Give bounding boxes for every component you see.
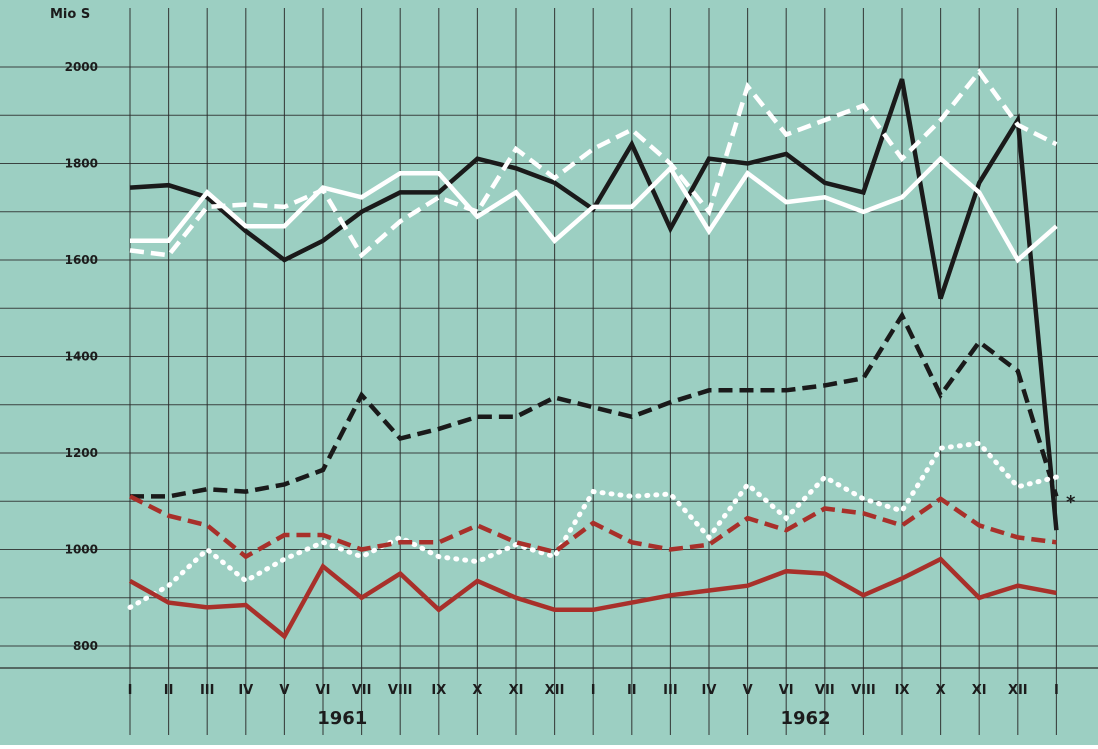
series-line [127,440,1059,610]
grid [0,8,1098,735]
x-tick-label: I [1054,683,1059,698]
x-tick-label: I [128,683,133,698]
x-tick-label: IV [238,683,253,698]
series-line [128,556,1057,640]
x-tick-label: XI [972,683,987,698]
y-axis-label: Mio S [50,7,90,22]
x-tick-label: IX [895,683,910,698]
y-tick-label: 1800 [65,157,98,171]
series-line [129,68,1058,259]
x-tick-label: V [743,683,753,698]
footnote-marker: * [1066,492,1076,513]
y-tick-label: 1200 [65,446,98,460]
x-tick-label: X [472,683,482,698]
year-label: 1961 [317,708,367,729]
series-line [128,494,1057,560]
x-tick-label: IV [702,683,717,698]
y-axis-ticks: 800 1000 1200 1400 1600 1800 2000 [65,60,98,653]
x-tick-label: XII [1008,683,1028,698]
y-tick-label: 2000 [65,60,98,74]
x-tick-label: III [200,683,215,698]
series-line [130,155,1058,264]
x-tick-label: VI [779,683,794,698]
x-tick-label: XII [545,683,565,698]
series-group [127,68,1059,640]
x-axis-ticks: I II III IV V VI VII VIII IX X XI XII I II III IV V VI VII… [128,683,1059,698]
y-tick-label: 1400 [65,350,98,364]
x-tick-label: XI [509,683,524,698]
x-tick-label: VIII [851,683,876,698]
y-tick-label: 1600 [65,253,98,267]
x-tick-label: IX [431,683,446,698]
year-labels: 1961 1962 [317,708,830,729]
x-tick-label: VIII [388,683,413,698]
series-line [130,310,1059,499]
x-tick-label: I [591,683,596,698]
x-tick-label: V [279,683,289,698]
year-label: 1962 [780,708,830,729]
x-tick-label: III [663,683,678,698]
x-tick-label: VII [352,683,372,698]
x-tick-label: X [936,683,946,698]
x-tick-label: VII [815,683,835,698]
x-tick-label: II [164,683,174,698]
x-tick-label: II [627,683,637,698]
y-tick-label: 800 [73,639,98,653]
x-tick-label: VI [316,683,331,698]
y-tick-label: 1000 [65,543,98,557]
